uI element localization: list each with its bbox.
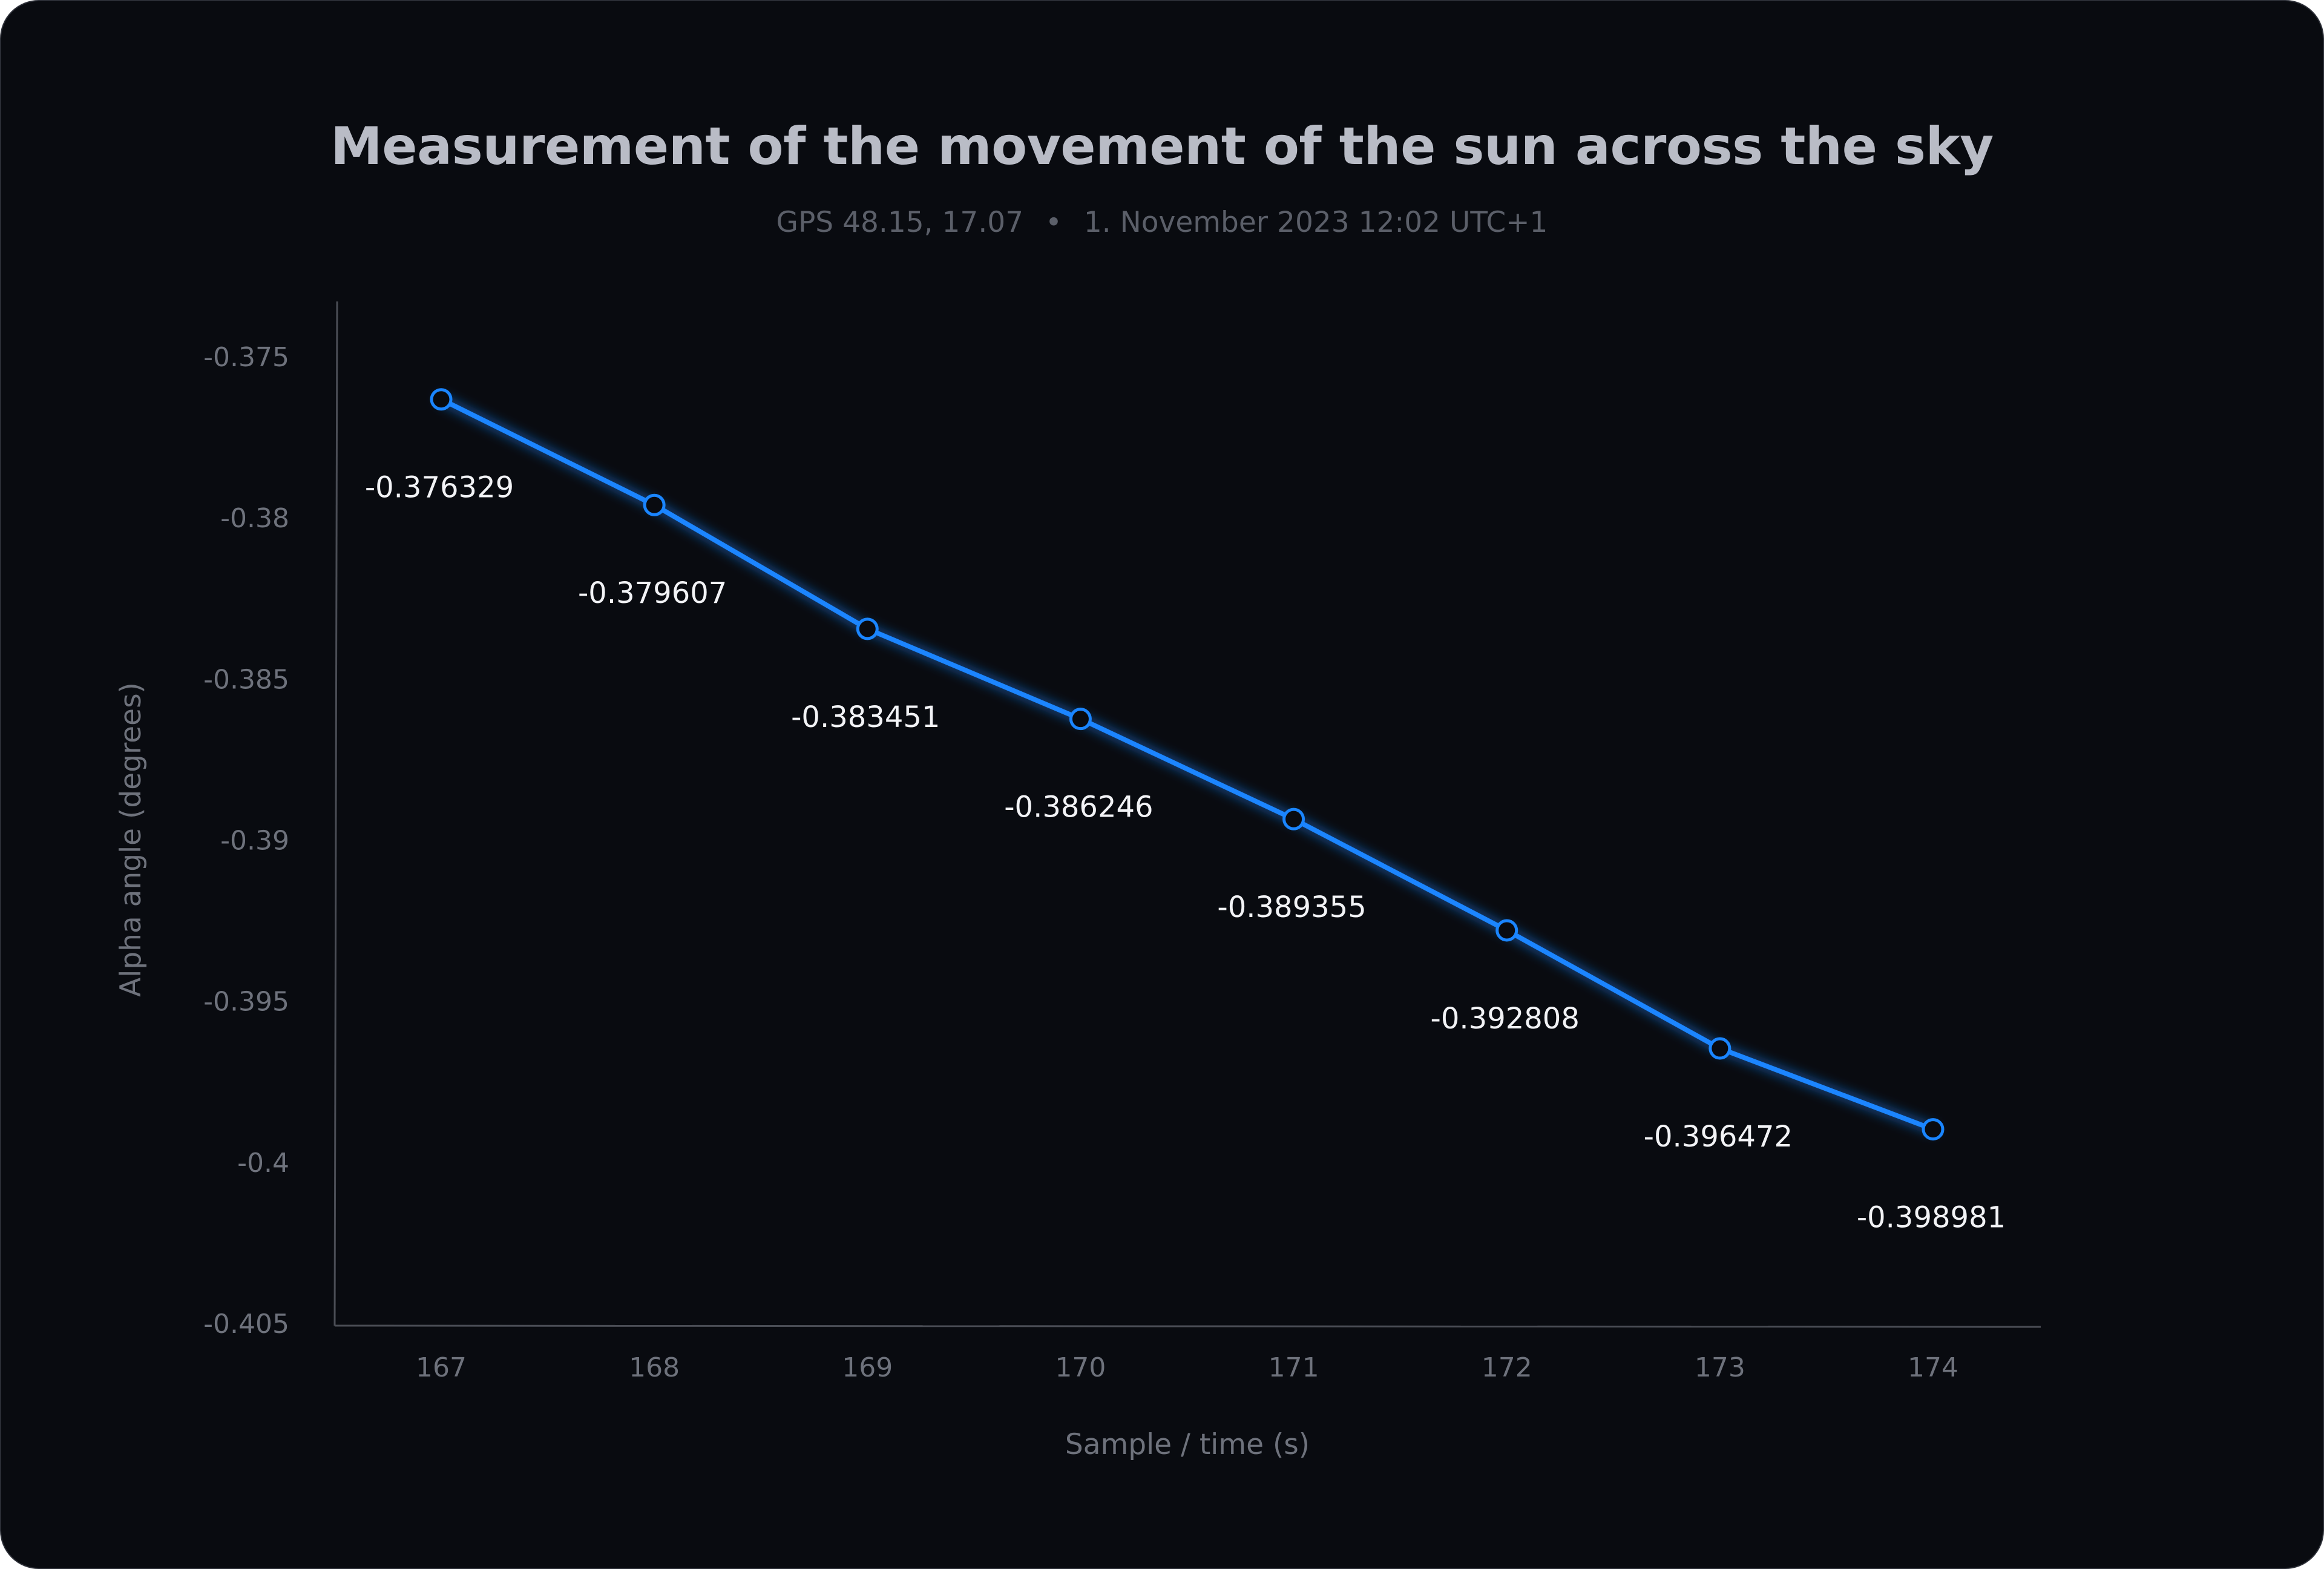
data-label: -0.383451 bbox=[791, 700, 940, 734]
data-label: -0.396472 bbox=[1644, 1120, 1793, 1154]
data-point[interactable] bbox=[856, 617, 879, 640]
y-tick-label: -0.405 bbox=[203, 1309, 289, 1340]
x-tick-label: 169 bbox=[842, 1352, 893, 1383]
data-point[interactable] bbox=[1069, 708, 1092, 731]
x-tick-label: 174 bbox=[1908, 1352, 1958, 1383]
chart-title: Measurement of the movement of the sun a… bbox=[330, 116, 1994, 177]
series-alpha-angle bbox=[430, 388, 1945, 1141]
x-tick-label: 171 bbox=[1269, 1352, 1319, 1383]
x-tick-label: 168 bbox=[629, 1352, 680, 1383]
y-tick-label: -0.395 bbox=[203, 987, 289, 1018]
subtitle-datetime: 1. November 2023 12:02 UTC+1 bbox=[1083, 206, 1548, 239]
data-label: -0.398981 bbox=[1857, 1201, 2006, 1235]
y-tick-label: -0.38 bbox=[220, 503, 289, 534]
y-axis-line bbox=[333, 301, 338, 1326]
x-axis-title: Sample / time (s) bbox=[1065, 1428, 1310, 1461]
data-point[interactable] bbox=[1709, 1037, 1732, 1060]
x-tick-label: 173 bbox=[1695, 1352, 1745, 1383]
data-label: -0.392808 bbox=[1431, 1002, 1580, 1036]
data-label: -0.389355 bbox=[1217, 890, 1366, 924]
data-label: -0.386246 bbox=[1004, 791, 1153, 824]
subtitle-location: GPS 48.15, 17.07 bbox=[776, 206, 1024, 239]
chart-subtitle: GPS 48.15, 17.07 • 1. November 2023 12:02 … bbox=[1, 206, 2323, 239]
data-point[interactable] bbox=[1282, 808, 1305, 831]
y-tick-label: -0.39 bbox=[220, 826, 289, 857]
y-axis-title: Alpha angle (degrees) bbox=[114, 682, 148, 997]
data-label: -0.376329 bbox=[365, 471, 514, 505]
data-point[interactable] bbox=[643, 493, 666, 516]
data-point[interactable] bbox=[1495, 919, 1518, 942]
y-tick-label: -0.4 bbox=[237, 1148, 289, 1179]
data-point[interactable] bbox=[430, 388, 453, 411]
x-tick-labels: 167 168 169 170 171 172 173 174 bbox=[416, 1352, 1958, 1383]
x-axis-line bbox=[334, 1324, 2041, 1328]
x-tick-label: 167 bbox=[416, 1352, 467, 1383]
y-tick-labels: -0.375 -0.38 -0.385 -0.39 -0.395 -0.4 -0.405 bbox=[203, 342, 289, 1340]
axes bbox=[333, 301, 2041, 1328]
y-tick-label: -0.375 bbox=[203, 342, 289, 373]
data-labels: -0.376329 -0.379607 -0.383451 -0.386246 -0.3… bbox=[365, 471, 2006, 1235]
data-label: -0.379607 bbox=[578, 576, 727, 610]
x-tick-label: 170 bbox=[1055, 1352, 1106, 1383]
x-tick-label: 172 bbox=[1482, 1352, 1532, 1383]
y-tick-label: -0.385 bbox=[203, 664, 289, 695]
series-line bbox=[439, 396, 1935, 1132]
data-point[interactable] bbox=[1922, 1118, 1945, 1141]
subtitle-separator: • bbox=[1045, 206, 1062, 239]
